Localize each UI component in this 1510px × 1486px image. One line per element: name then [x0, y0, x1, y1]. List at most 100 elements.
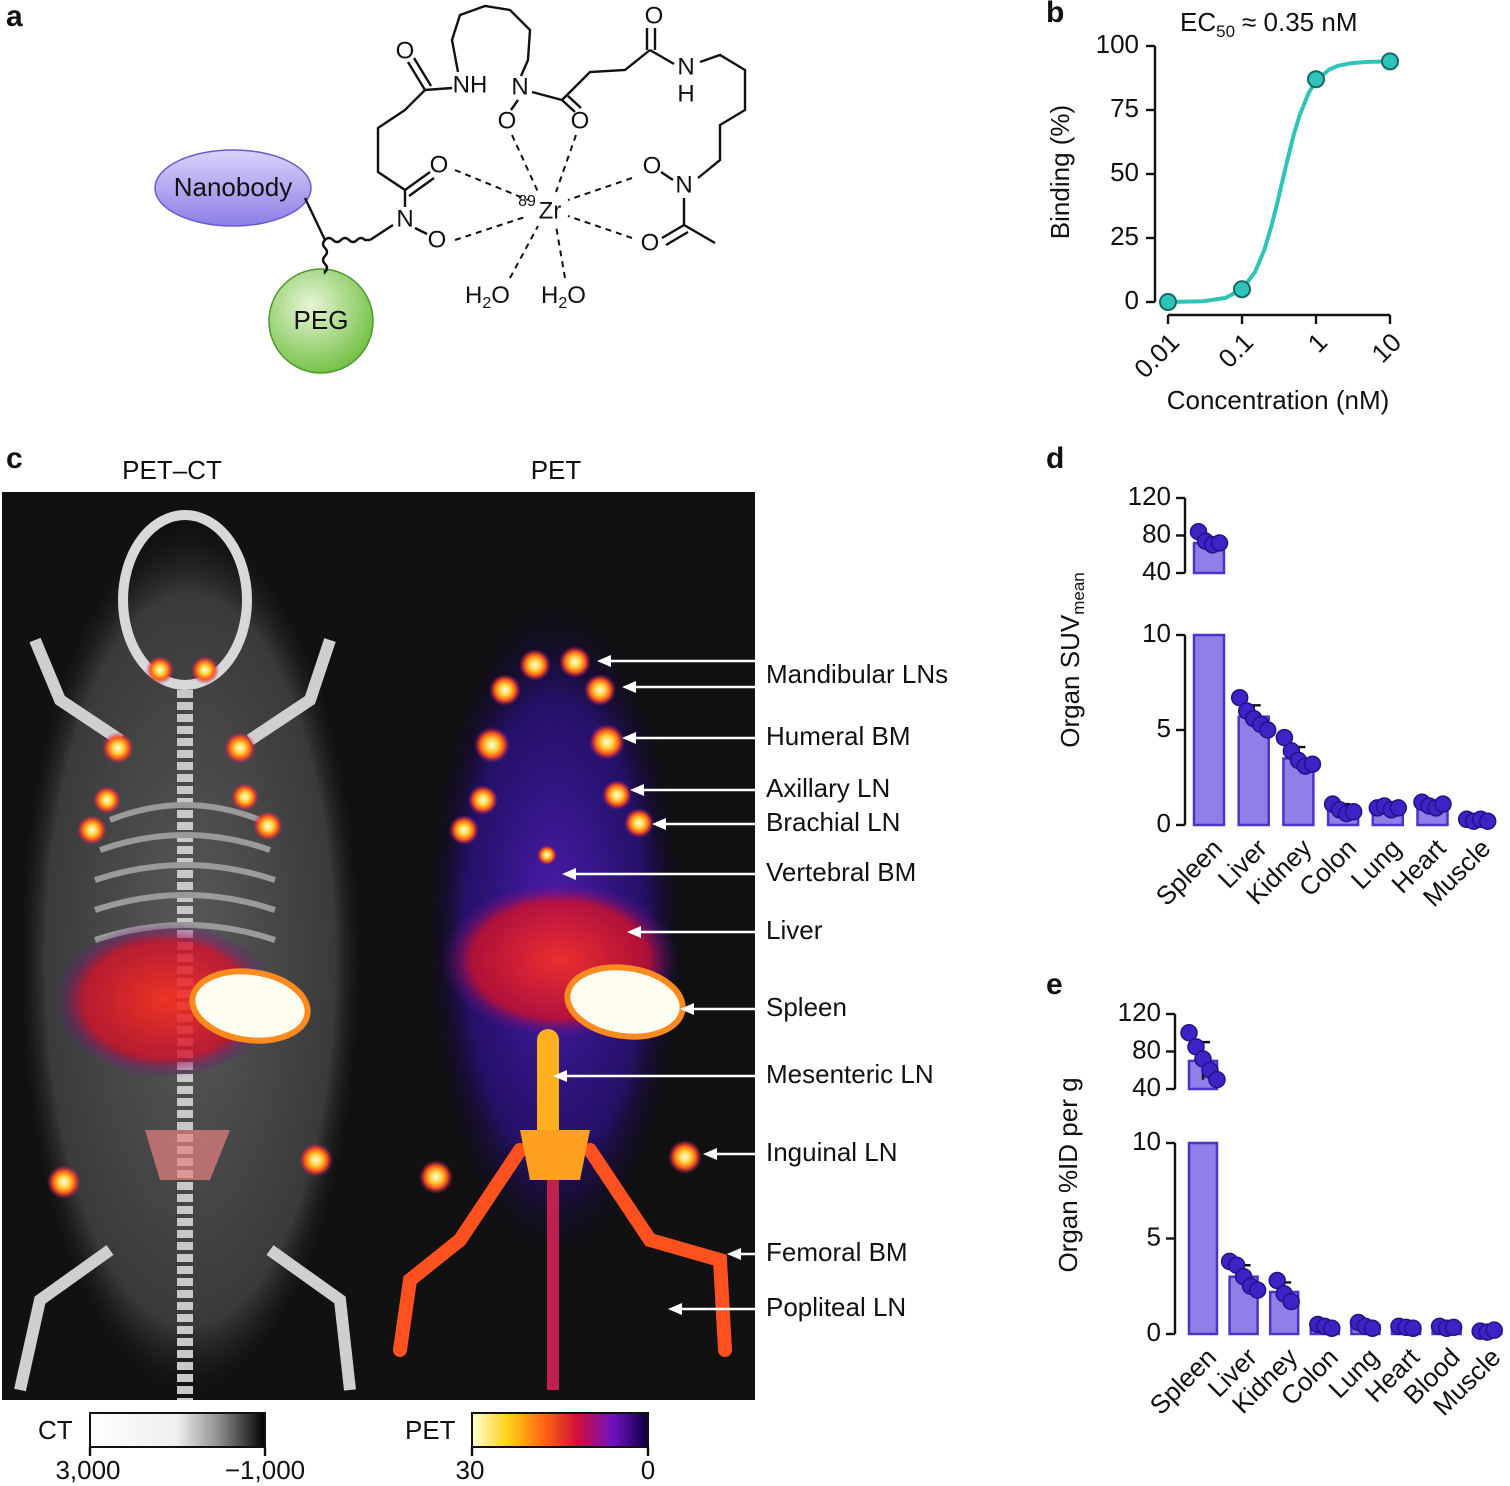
colorbar-name: CT [38, 1415, 73, 1445]
arrow-head [727, 1248, 741, 1260]
organ-label: Mesenteric LN [766, 1059, 934, 1089]
x-tick-label: 10 [1365, 327, 1407, 369]
data-point [1208, 1070, 1226, 1089]
zr-mass: 89 [518, 193, 536, 210]
water-h: H [541, 282, 558, 309]
panel-letter: a [6, 0, 23, 33]
colorbar-tick: 30 [456, 1455, 485, 1485]
data-point [1233, 280, 1251, 299]
data-point [1210, 534, 1229, 552]
arrow-head [627, 926, 641, 938]
water-sub: 2 [558, 295, 567, 312]
atom: N [677, 53, 694, 80]
y-tick-label: 80 [1132, 1034, 1161, 1064]
nanobody-label: Nanobody [174, 172, 293, 202]
y-label-sub: mean [1069, 572, 1088, 615]
y-tick-label: 75 [1110, 93, 1139, 123]
atom: NH [453, 71, 488, 98]
pet-legs [393, 1143, 732, 1357]
organ-label: Humeral BM [766, 721, 910, 751]
x-tick-label: 0.1 [1212, 327, 1259, 374]
panel-letter: e [1046, 968, 1063, 1001]
pet-pelvis [520, 1130, 590, 1180]
y-axis-label: Organ %ID per g [1053, 1077, 1083, 1272]
atom: H [677, 80, 694, 107]
water-h: H [465, 282, 482, 309]
data-point [1282, 1292, 1300, 1311]
atom: O [396, 37, 415, 64]
fit-curve [1167, 59, 1391, 304]
ct-colorbar [89, 1412, 266, 1448]
atom: O [571, 107, 590, 134]
atom: O [645, 2, 664, 29]
organ-label: Mandibular LNs [766, 659, 948, 689]
y-label-main: Organ SUV [1055, 614, 1085, 748]
title-sub: 50 [1216, 22, 1235, 41]
panel-letter: d [1046, 442, 1064, 475]
hotspots [47, 646, 702, 1199]
atom: N [675, 171, 692, 198]
data-point [1307, 70, 1325, 89]
arrow-head [630, 784, 644, 796]
y-tick-label: 40 [1142, 556, 1171, 586]
atom: O [430, 151, 449, 178]
data-point [1485, 1321, 1503, 1339]
arrow-head [652, 818, 666, 830]
y-tick-label: 100 [1096, 29, 1139, 59]
y-tick-label: 10 [1142, 618, 1171, 648]
bar [1192, 633, 1226, 827]
pet-image [2, 492, 755, 1400]
colorbar-tick: 0 [641, 1455, 655, 1485]
chemical-structure: Nanobody PEG O NH N O O O N H O N O O N … [154, 2, 747, 374]
organ-label: Spleen [766, 992, 847, 1022]
colorbar-tick: −1,000 [225, 1455, 305, 1485]
data-point [1230, 688, 1249, 707]
y-tick-label: 5 [1157, 713, 1171, 743]
panel-letter: c [6, 442, 23, 475]
y-axis-label: Binding (%) [1045, 105, 1075, 239]
atom: O [641, 229, 660, 256]
coordination-bonds [454, 134, 633, 279]
x-axis-label: Concentration (nM) [1167, 385, 1390, 415]
title-main: EC [1180, 7, 1216, 37]
arrow-head [597, 655, 611, 667]
data-point [1404, 1319, 1422, 1338]
y-axis-label: Organ SUVmean [1055, 572, 1089, 747]
data-point [1344, 802, 1363, 821]
organ-label: Brachial LN [766, 807, 900, 837]
colorbar-ticks [88, 1447, 650, 1456]
organ-label: Vertebral BM [766, 857, 916, 887]
colorbar-tick: 3,000 [55, 1455, 120, 1485]
ct-pelvis [145, 1130, 230, 1180]
organ-label: Femoral BM [766, 1237, 908, 1267]
water: H2O [465, 282, 510, 312]
water-o: O [567, 282, 586, 309]
pet-spleen [564, 964, 686, 1040]
data-point [1248, 1281, 1267, 1299]
peg-shape [268, 268, 374, 374]
y-tick-label: 80 [1142, 518, 1171, 548]
ct-ribs [94, 802, 276, 943]
image-title: PET [531, 455, 582, 485]
pet-colorbar [471, 1412, 649, 1448]
atom: N [511, 73, 528, 100]
organ-label: Inguinal LN [766, 1137, 898, 1167]
y-tick-label: 50 [1110, 157, 1139, 187]
organ-label: Axillary LN [766, 773, 890, 803]
water-sub: 2 [482, 295, 491, 312]
atom: O [643, 152, 662, 179]
arrow-head [622, 732, 636, 744]
y-tick-label: 10 [1132, 1126, 1161, 1156]
bar [1187, 1141, 1219, 1336]
arrow-head [703, 1148, 717, 1160]
data-point [1268, 1271, 1286, 1290]
y-tick-label: 120 [1118, 997, 1161, 1027]
data-point [1363, 1319, 1382, 1338]
data-point [1434, 795, 1452, 813]
y-tick-label: 40 [1132, 1072, 1161, 1102]
data-point [1159, 293, 1177, 311]
data-point [1381, 52, 1399, 71]
arrow-head [680, 1003, 694, 1015]
data-point [1258, 721, 1277, 739]
